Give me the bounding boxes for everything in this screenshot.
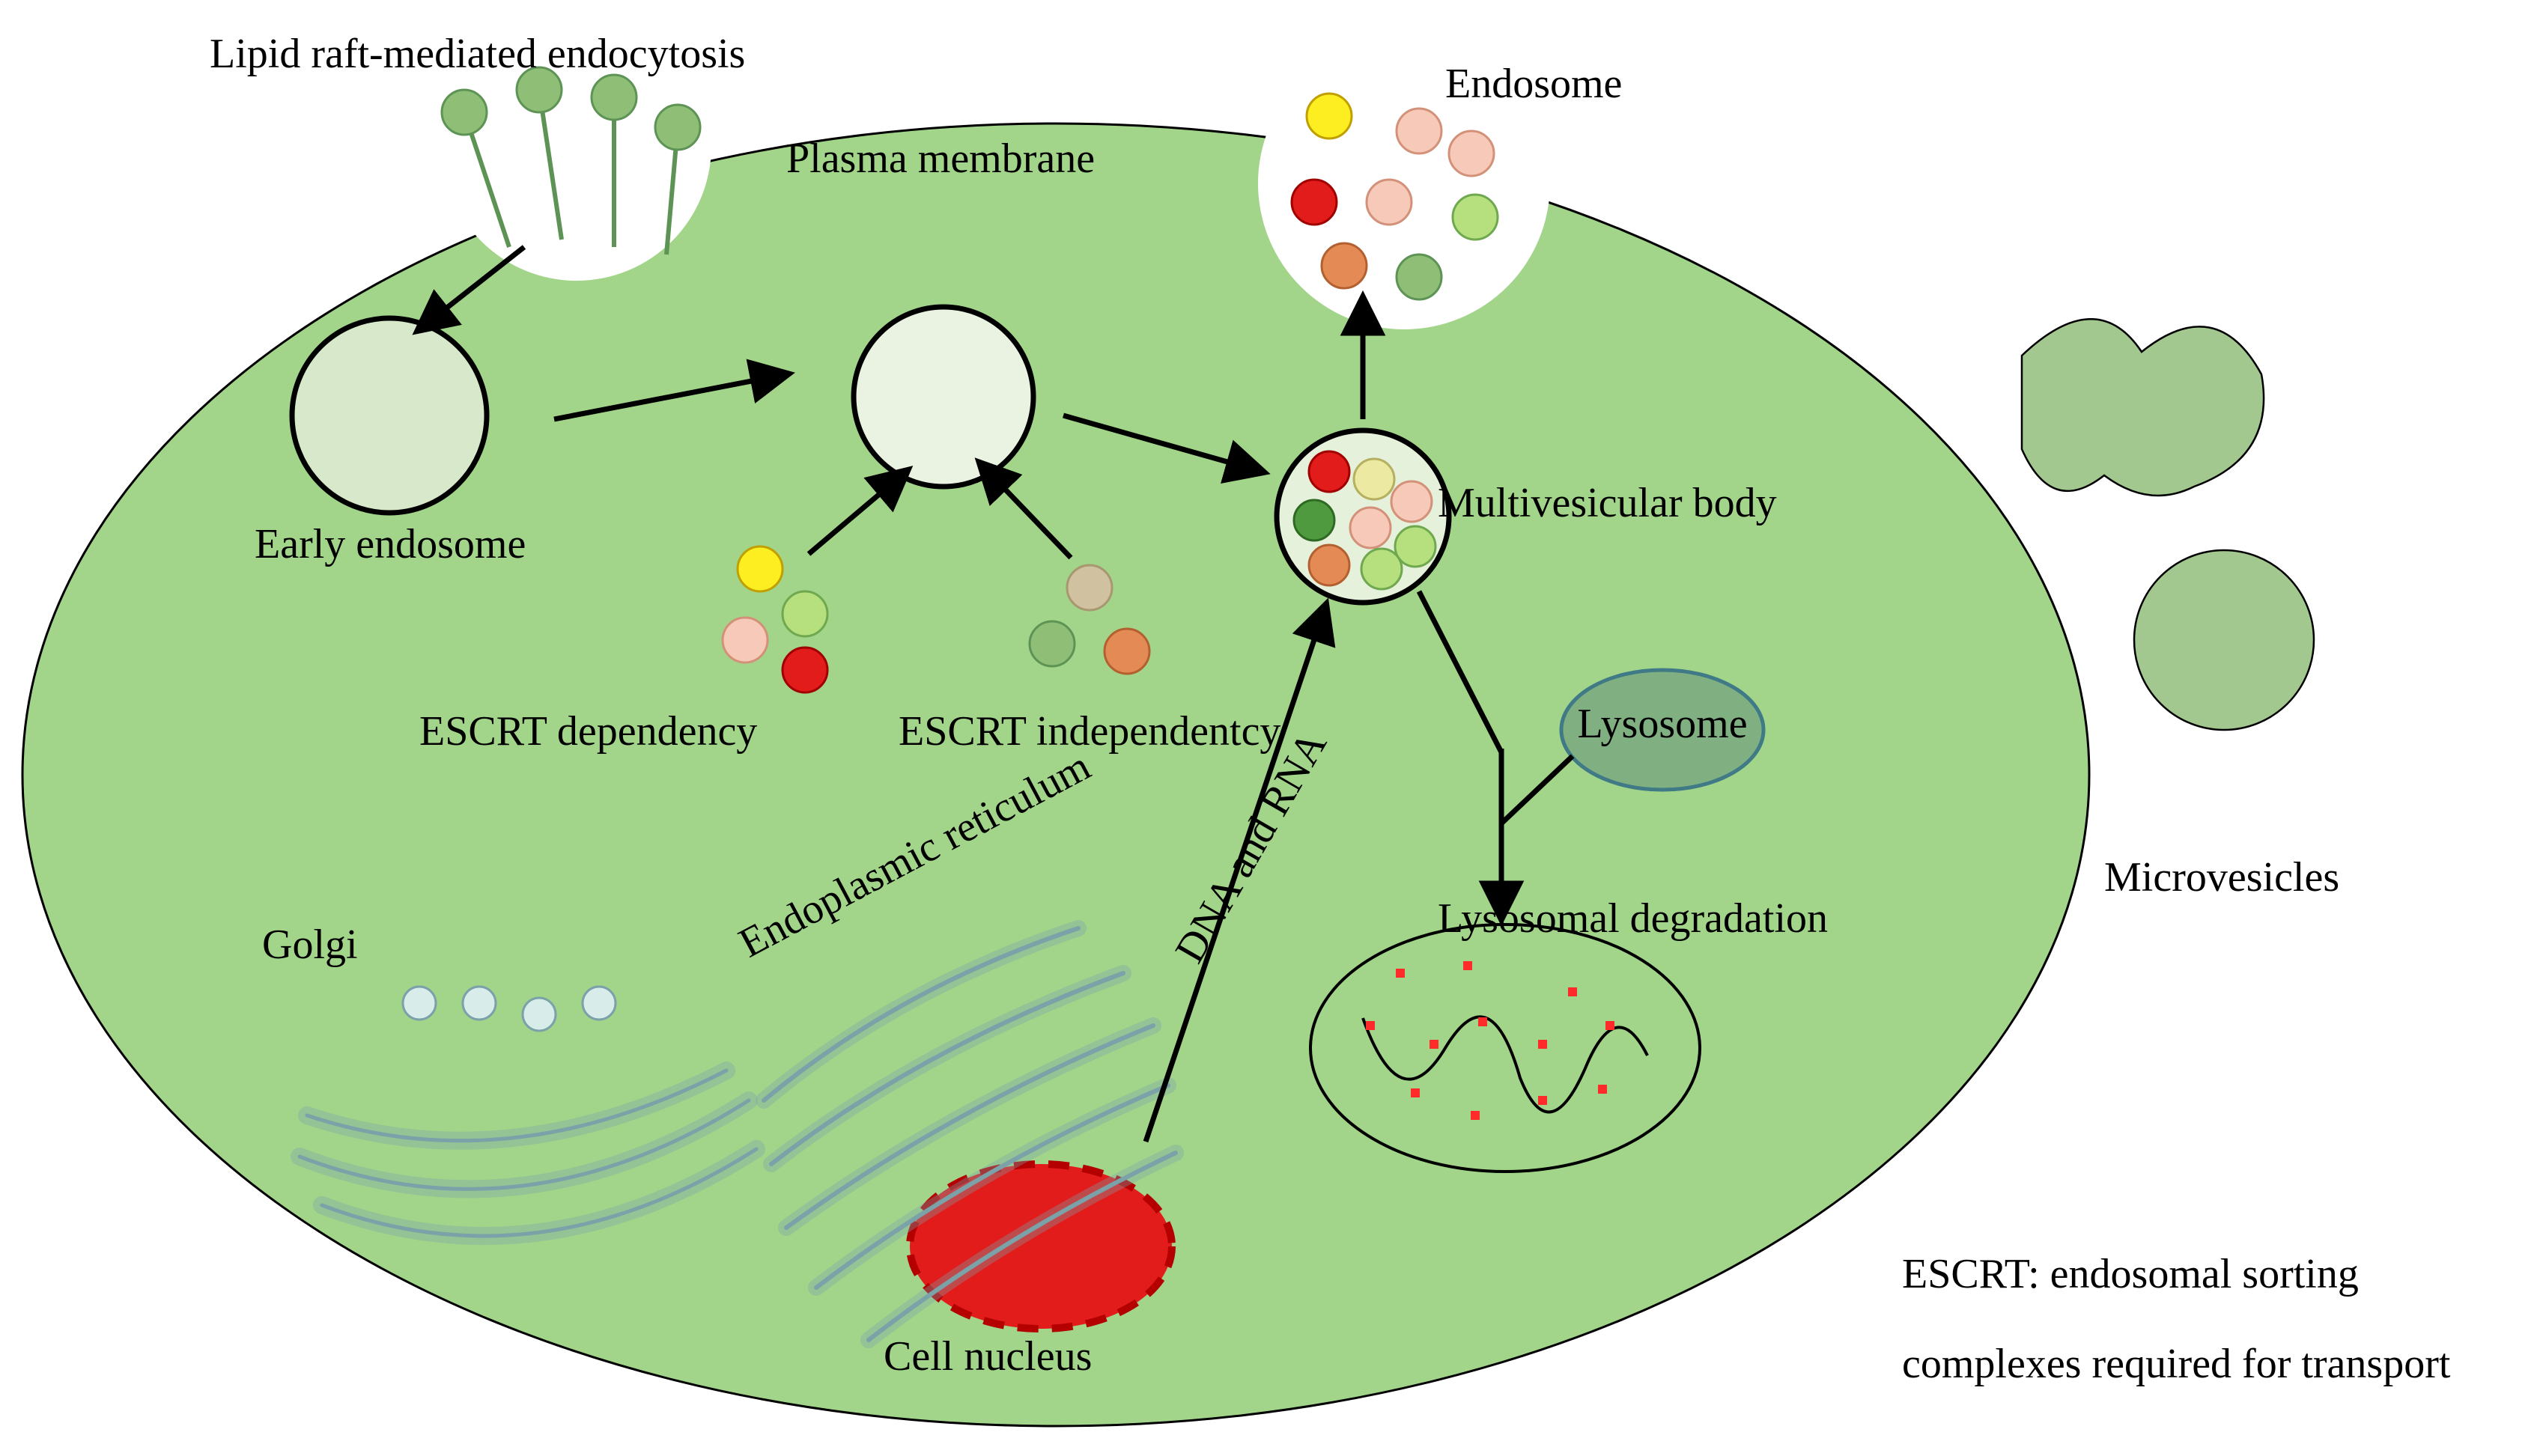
degradation-dot <box>1366 1021 1375 1030</box>
label-lysosome: Lysosome <box>1577 701 1747 747</box>
escrt-dep-vesicle <box>723 618 768 662</box>
late-endosome <box>854 307 1033 487</box>
lipid-pin-head <box>655 105 700 150</box>
label-escrt-def-1: ESCRT: endosomal sorting <box>1902 1251 2359 1297</box>
label-microvesicles: Microvesicles <box>2104 854 2339 901</box>
endosome-vesicle <box>1307 94 1352 138</box>
mvb-inner-vesicle <box>1309 545 1349 585</box>
endosome-vesicle <box>1322 243 1367 288</box>
endosome-vesicle <box>1397 255 1441 299</box>
label-escrt-def-2: complexes required for transport <box>1902 1341 2451 1387</box>
label-endosome: Endosome <box>1445 61 1622 107</box>
degradation-dot <box>1463 961 1472 970</box>
mvb-inner-vesicle <box>1350 508 1391 548</box>
degradation-dot <box>1538 1040 1547 1049</box>
degradation-dot <box>1605 1021 1614 1030</box>
degradation-dot <box>1478 1017 1487 1026</box>
degradation-dot <box>1411 1088 1420 1097</box>
escrt-indep-vesicle <box>1105 629 1149 674</box>
label-mvb: Multivesicular body <box>1438 480 1777 526</box>
microvesicle-free <box>2134 550 2314 730</box>
label-nucleus: Cell nucleus <box>884 1333 1092 1380</box>
mvb-inner-vesicle <box>1391 481 1432 522</box>
endosome-vesicle <box>1449 131 1494 176</box>
lipid-pin-head <box>442 90 487 135</box>
escrt-dep-vesicle <box>783 648 827 692</box>
label-golgi: Golgi <box>262 922 358 968</box>
golgi-vesicle <box>523 998 556 1031</box>
endosome-vesicle <box>1367 180 1412 225</box>
mvb-inner-vesicle <box>1354 459 1394 499</box>
lipid-pin-head <box>592 75 636 120</box>
label-lipid-raft: Lipid raft-mediated endocytosis <box>210 31 745 77</box>
degradation-dot <box>1598 1085 1607 1094</box>
label-escrt-dependency: ESCRT dependency <box>419 708 757 755</box>
microvesicle-budding <box>2022 319 2264 496</box>
endosome-vesicle <box>1292 180 1337 225</box>
escrt-dep-vesicle <box>783 591 827 636</box>
mvb-inner-vesicle <box>1361 549 1402 589</box>
mvb-inner-vesicle <box>1309 451 1349 492</box>
endosome-vesicle <box>1397 109 1441 153</box>
escrt-dep-vesicle <box>738 546 783 591</box>
label-plasma-membrane: Plasma membrane <box>786 135 1095 182</box>
degradation-dot <box>1568 987 1577 996</box>
degradation-dot <box>1396 969 1405 978</box>
degradation-dot <box>1471 1111 1480 1120</box>
escrt-indep-vesicle <box>1067 565 1112 610</box>
label-escrt-independency: ESCRT independentcy <box>899 708 1280 755</box>
escrt-indep-vesicle <box>1030 621 1075 666</box>
golgi-vesicle <box>403 987 436 1020</box>
label-early-endosome: Early endosome <box>255 521 526 567</box>
degradation-dot <box>1430 1040 1438 1049</box>
golgi-vesicle <box>463 987 496 1020</box>
endosome-vesicle <box>1453 195 1498 240</box>
mvb-inner-vesicle <box>1294 500 1334 540</box>
golgi-vesicle <box>583 987 616 1020</box>
early-endosome <box>292 318 487 513</box>
label-lysosomal-degradation: Lysosomal degradation <box>1438 895 1828 942</box>
degradation-dot <box>1538 1096 1547 1105</box>
